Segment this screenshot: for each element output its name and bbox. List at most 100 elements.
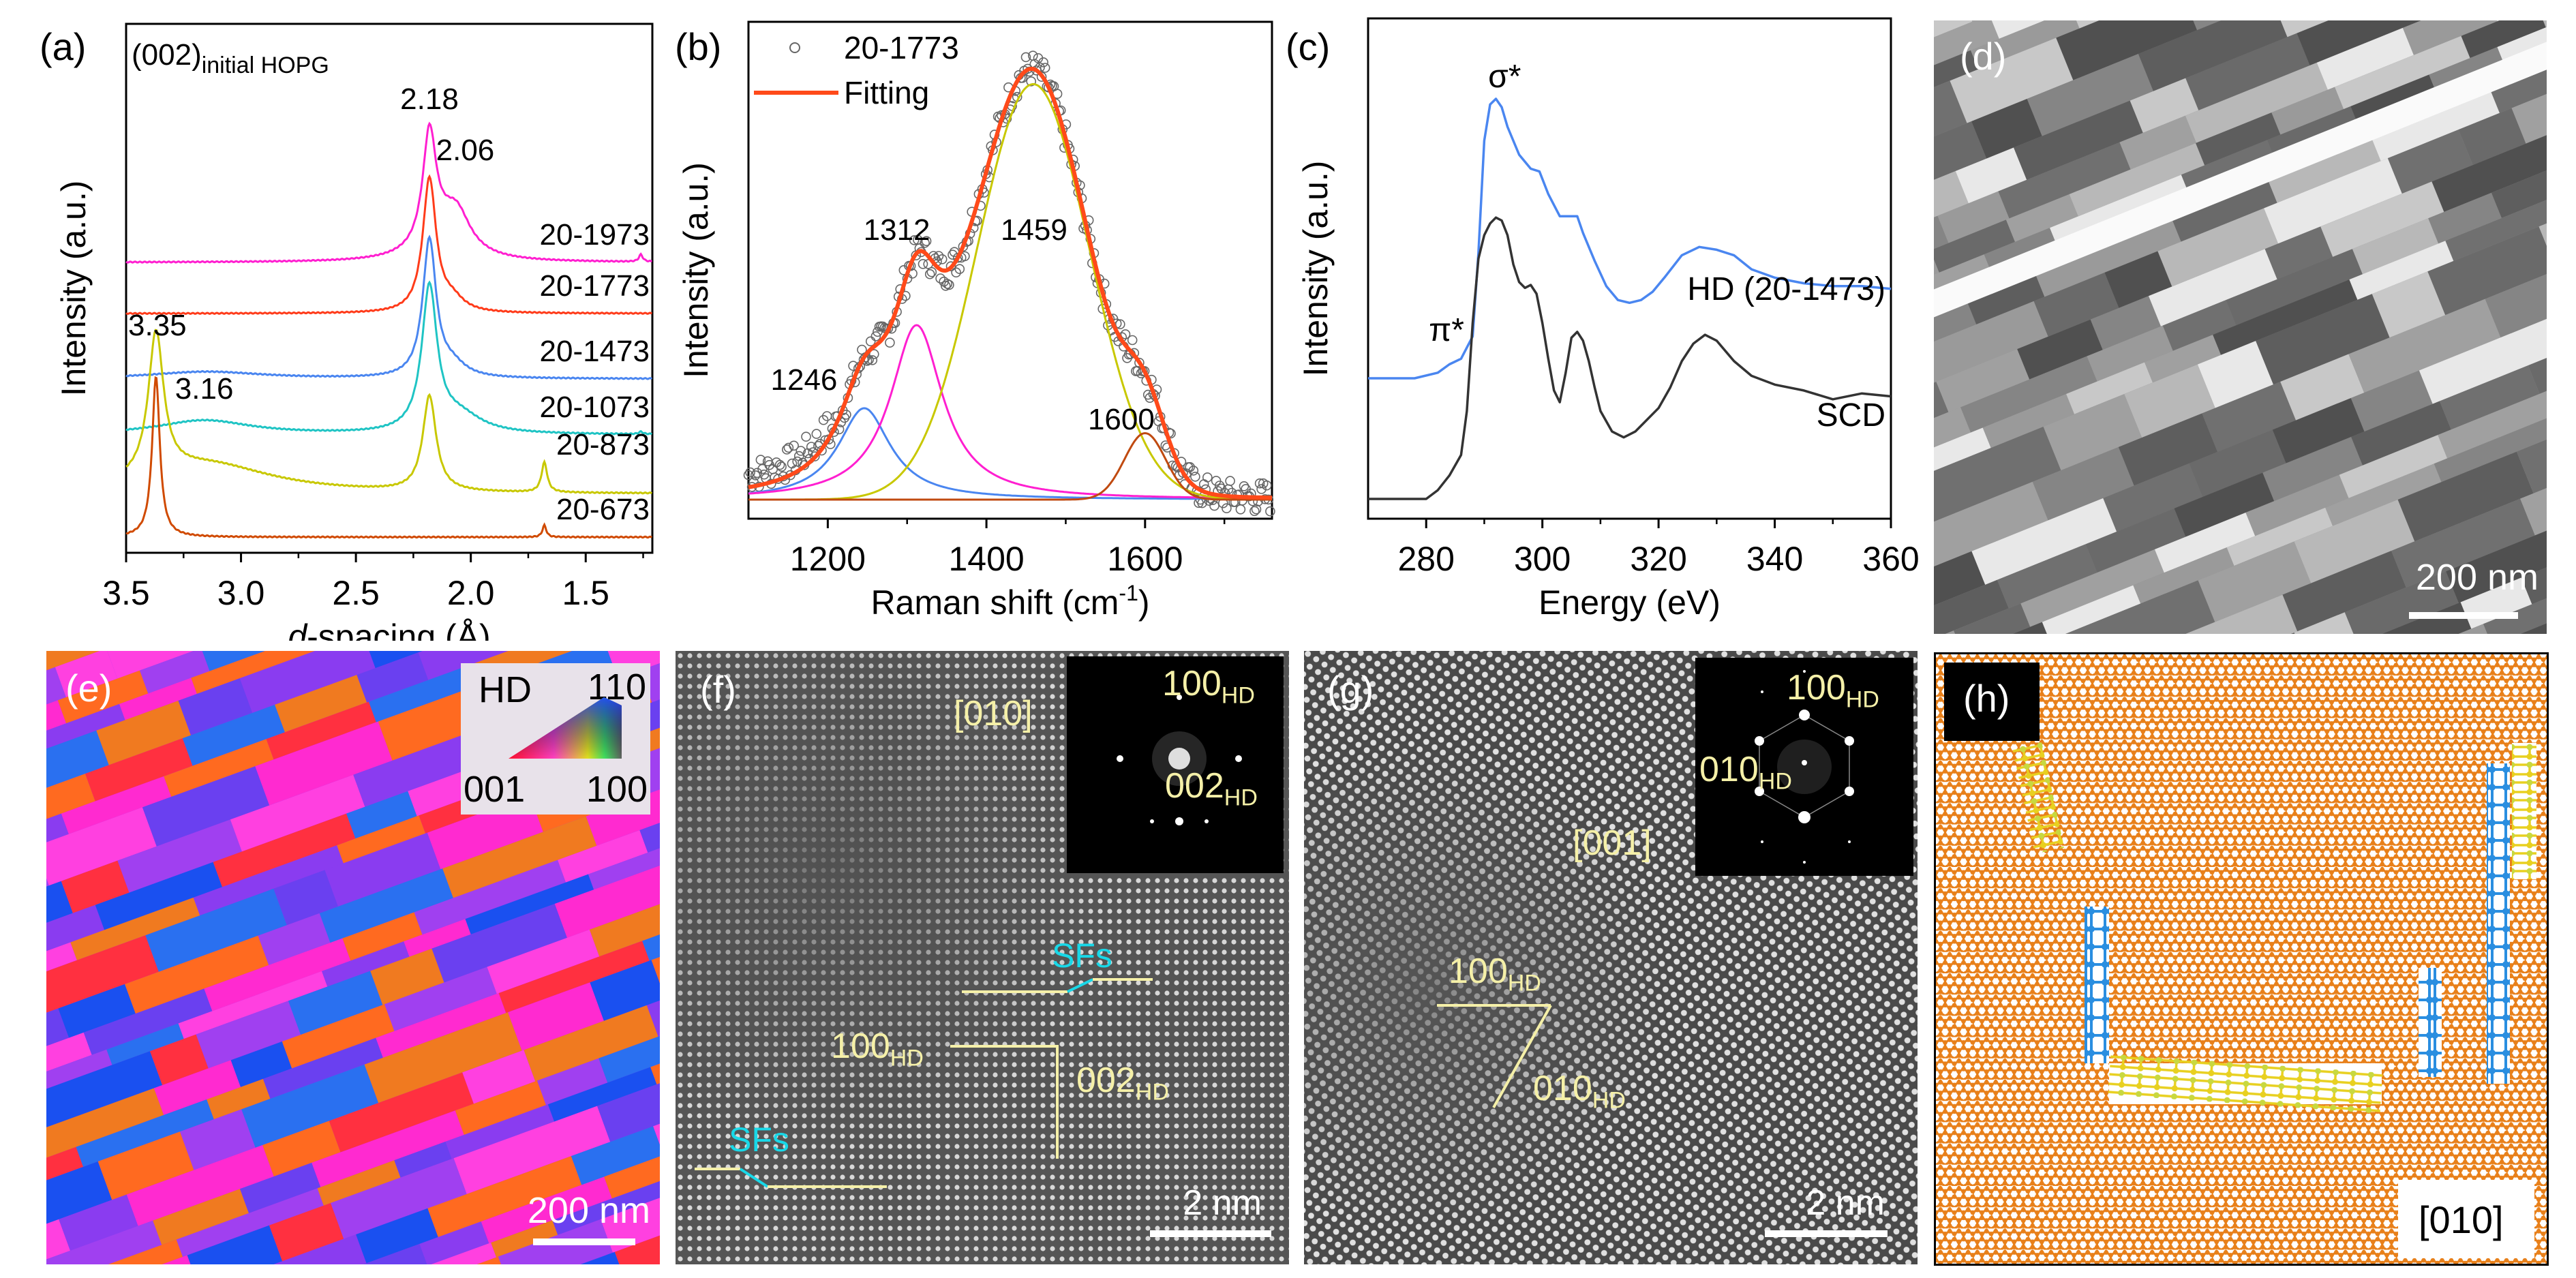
- tem-grain: [2061, 580, 2215, 634]
- panel-f-hrtem-image: (f) [010] 100HD 002HD SFs 100HD 002HD SF…: [676, 651, 1289, 1264]
- data-point: [1249, 506, 1260, 517]
- data-point: [806, 442, 817, 452]
- tem-grain: [2497, 20, 2547, 65]
- peak-label-1600: 1600: [1088, 403, 1155, 436]
- ebsd-grain: [201, 651, 333, 671]
- tem-grain: [1936, 349, 2030, 412]
- tem-grain: [1982, 394, 2075, 448]
- ebsd-grain: [193, 845, 344, 916]
- data-point: [868, 349, 879, 359]
- chart-c: 280 300 320 340 360 Intensity (a.u.) Energy (e…: [1297, 17, 1920, 622]
- tem-grain: [2297, 20, 2444, 65]
- data-point: [933, 251, 944, 261]
- tem-grain: [2020, 549, 2164, 627]
- data-point: [951, 267, 961, 278]
- data-point: [870, 331, 881, 341]
- ebsd-grains: [46, 651, 660, 1264]
- series-line-SCD: [1368, 216, 1892, 500]
- tem-grain: [2138, 20, 2288, 91]
- ebsd-grain: [394, 1141, 452, 1178]
- ebsd-grain: [85, 738, 193, 802]
- tem-grain: [1934, 171, 1969, 233]
- tem-grain: [2027, 54, 2153, 136]
- ebsd-grain: [179, 1109, 256, 1170]
- ebsd-grain: [337, 815, 426, 864]
- tem-bright-band: [1934, 20, 2547, 404]
- chart-a-xtick-label: 2.5: [332, 574, 380, 612]
- chart-c-xlabel: Energy (eV): [1539, 583, 1721, 622]
- data-point: [1020, 52, 1031, 63]
- data-point: [1198, 479, 1209, 489]
- ebsd-grain: [273, 870, 339, 926]
- panel-c: (c) 280 300 320 340 360 Intensity (a.u.) Energ…: [1282, 0, 1929, 641]
- ebsd-grain: [46, 935, 159, 1014]
- chart-c-xtick-label: 360: [1862, 540, 1919, 578]
- tem-grain: [2130, 78, 2199, 133]
- panel-label-a: (a): [40, 25, 87, 68]
- ebsd-grain: [597, 1076, 660, 1142]
- ebsd-grain: [240, 1162, 321, 1213]
- zone-axis-g: [001]: [1573, 823, 1652, 863]
- ebsd-grain: [598, 1014, 660, 1083]
- plane-label-010-g: 010HD: [1533, 1069, 1626, 1114]
- panel-label-e: (e): [65, 667, 112, 710]
- ebsd-grain: [255, 721, 393, 806]
- tem-grain: [2391, 498, 2535, 588]
- ebsd-grain: [187, 1225, 283, 1264]
- tem-grain: [2050, 174, 2188, 245]
- ebsd-grain: [462, 1050, 536, 1104]
- ebsd-grain: [368, 664, 479, 722]
- panel-label-c: (c): [1286, 25, 1331, 68]
- ebsd-grain: [508, 982, 604, 1051]
- tem-grain: [2348, 299, 2501, 393]
- tem-lamellae: [1934, 20, 2547, 634]
- scale-bar-label-e: 200 nm: [527, 1190, 650, 1231]
- tem-grain: [2069, 143, 2205, 217]
- data-point: [920, 238, 930, 248]
- tem-grain: [1970, 20, 2080, 70]
- tem-grain: [2103, 463, 2203, 532]
- data-point: [1265, 506, 1275, 517]
- tem-grain: [2351, 401, 2451, 466]
- ebsd-grain: [431, 904, 567, 983]
- tem-grain: [1934, 551, 1986, 630]
- scale-bar-g: [1765, 1230, 1888, 1237]
- tem-grain: [2213, 279, 2358, 355]
- series-line-20-873: [125, 329, 653, 495]
- tem-grain: [2245, 474, 2349, 536]
- ebsd-grain: [262, 1037, 383, 1099]
- legend-marker-data: [789, 42, 800, 53]
- tem-grain: [2267, 106, 2358, 157]
- tem-grain: [1955, 147, 2027, 204]
- ebsd-grain: [58, 984, 136, 1038]
- tem-grain: [1989, 20, 2095, 39]
- ebsd-grain: [346, 791, 417, 839]
- data-point: [921, 236, 932, 247]
- tem-grain: [1998, 142, 2131, 219]
- tem-grain: [2005, 194, 2078, 242]
- tem-grain: [2085, 508, 2186, 573]
- ebsd-grain: [554, 851, 660, 938]
- tem-grain: [2520, 466, 2547, 536]
- fft-label-100-g: 100HD: [1787, 668, 1879, 713]
- zone-axis-h-box: [010]: [2398, 1180, 2534, 1258]
- data-point: [1209, 500, 1219, 511]
- ebsd-grain: [46, 942, 77, 983]
- data-point: [745, 467, 755, 478]
- tem-grain: [2043, 394, 2142, 471]
- ebsd-grain: [142, 766, 270, 847]
- tem-grain: [2485, 260, 2547, 338]
- scale-bar-f: [1150, 1230, 1271, 1237]
- data-point: [867, 355, 878, 365]
- ebsd-grain: [465, 874, 594, 934]
- chart-b-ylabel: Intensity (a.u.): [677, 162, 715, 378]
- ebsd-grain: [384, 967, 497, 1031]
- ebsd-grain: [370, 948, 444, 1005]
- data-point: [1127, 335, 1138, 346]
- fft-label-100-f: 100HD: [1162, 664, 1255, 709]
- ebsd-grain: [324, 832, 441, 907]
- panel-label-f: (f): [700, 668, 736, 711]
- tem-grain: [2387, 130, 2473, 194]
- chart-c-xtick-label: 340: [1746, 540, 1803, 578]
- tem-grain: [2402, 20, 2498, 55]
